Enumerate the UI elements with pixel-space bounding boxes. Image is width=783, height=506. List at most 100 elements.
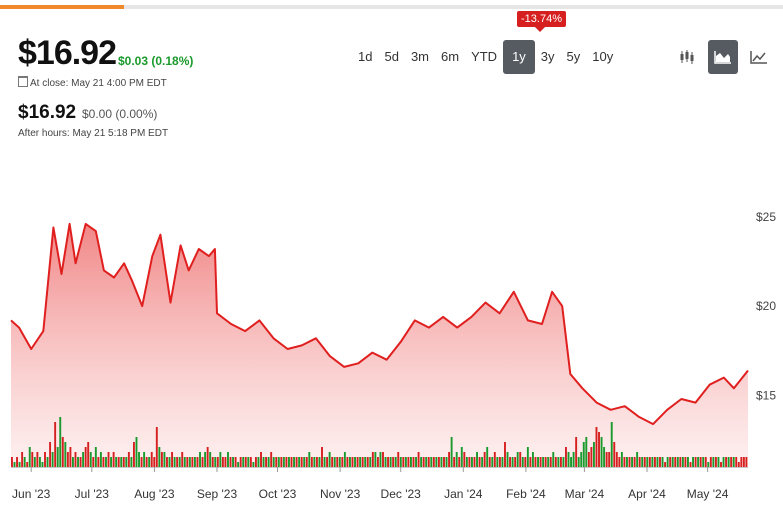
volume-bar bbox=[417, 452, 420, 467]
volume-bar bbox=[463, 452, 466, 467]
volume-bar bbox=[89, 452, 92, 467]
after-hours-price: $16.92 bbox=[18, 102, 77, 123]
range-button-5y[interactable]: 5y bbox=[566, 49, 581, 64]
volume-bar bbox=[361, 457, 364, 467]
volume-bar bbox=[354, 457, 356, 467]
volume-bar bbox=[470, 457, 473, 467]
volume-bar bbox=[166, 457, 168, 467]
volume-bar bbox=[359, 457, 362, 467]
volume-bar bbox=[125, 457, 128, 467]
volume-bar bbox=[509, 457, 512, 467]
volume-bar bbox=[315, 457, 318, 467]
volume-bar bbox=[33, 457, 36, 467]
volume-bar bbox=[412, 457, 415, 467]
volume-bar bbox=[158, 447, 161, 467]
volume-bar bbox=[234, 457, 237, 467]
volume-bar bbox=[300, 457, 303, 467]
volume-bar bbox=[21, 452, 24, 467]
volume-bar bbox=[704, 457, 707, 467]
range-button-3m[interactable]: 3m bbox=[410, 49, 429, 64]
volume-bar bbox=[71, 457, 74, 467]
volume-bar bbox=[600, 437, 603, 467]
volume-bar bbox=[437, 457, 440, 467]
range-button-1y[interactable]: 1y bbox=[503, 40, 535, 74]
volume-bar bbox=[46, 457, 49, 467]
volume-bar bbox=[61, 437, 64, 467]
y-tick-label: $15 bbox=[756, 389, 776, 403]
volume-bar bbox=[702, 457, 705, 467]
after-hours-time: After hours: May 21 5:18 PM EDT bbox=[18, 128, 169, 139]
candlestick-icon[interactable] bbox=[672, 40, 702, 74]
volume-bar bbox=[615, 452, 618, 467]
volume-bar bbox=[742, 457, 745, 467]
volume-bar bbox=[504, 442, 506, 467]
volume-bar bbox=[514, 457, 517, 467]
volume-bar bbox=[565, 447, 567, 467]
volume-bar bbox=[221, 457, 224, 467]
volume-bar bbox=[79, 457, 82, 467]
volume-bar bbox=[722, 457, 725, 467]
volume-bar bbox=[493, 452, 496, 467]
range-button-10y[interactable]: 10y bbox=[592, 49, 614, 64]
volume-bar bbox=[720, 462, 722, 467]
volume-bar bbox=[709, 457, 712, 467]
x-tick-label: Dec '23 bbox=[381, 487, 422, 501]
volume-bar bbox=[168, 457, 171, 467]
volume-bar bbox=[331, 457, 334, 467]
range-button-3y[interactable]: 3y bbox=[540, 49, 555, 64]
volume-bar bbox=[653, 457, 656, 467]
volume-bar bbox=[323, 457, 326, 467]
volume-bar bbox=[138, 452, 140, 467]
range-button-1d[interactable]: 1d bbox=[358, 49, 373, 64]
volume-bar bbox=[595, 427, 598, 467]
volume-bar bbox=[186, 457, 189, 467]
volume-bar bbox=[737, 462, 740, 467]
volume-bar bbox=[87, 442, 90, 467]
volume-bar bbox=[11, 457, 13, 467]
volume-bar bbox=[407, 457, 410, 467]
range-button-5d[interactable]: 5d bbox=[384, 49, 399, 64]
volume-bar bbox=[310, 457, 313, 467]
volume-bar bbox=[402, 457, 405, 467]
volume-bar bbox=[643, 457, 646, 467]
x-tick-label: Apr '24 bbox=[628, 487, 666, 501]
volume-bar bbox=[430, 457, 433, 467]
volume-bar bbox=[526, 447, 529, 467]
volume-bar bbox=[392, 457, 395, 467]
volume-bar bbox=[440, 457, 443, 467]
volume-bar bbox=[549, 457, 552, 467]
volume-bar bbox=[28, 447, 31, 467]
volume-bar bbox=[506, 452, 509, 467]
volume-bar bbox=[66, 452, 69, 467]
volume-bar bbox=[326, 457, 329, 467]
volume-bar bbox=[54, 422, 57, 467]
volume-bar bbox=[694, 457, 697, 467]
volume-bar bbox=[127, 452, 130, 467]
volume-bar bbox=[486, 447, 489, 467]
area-icon[interactable] bbox=[708, 40, 738, 74]
volume-bar bbox=[135, 437, 138, 467]
volume-bar bbox=[110, 457, 113, 467]
volume-bar bbox=[603, 447, 606, 467]
volume-bar bbox=[468, 457, 471, 467]
x-tick-label: May '24 bbox=[687, 487, 729, 501]
line-icon[interactable] bbox=[744, 40, 774, 74]
range-selector: 1d 5d 3m 6m YTD 1y 3y 5y 10y bbox=[352, 40, 619, 74]
range-button-6m[interactable]: 6m bbox=[441, 49, 460, 64]
volume-bar bbox=[676, 457, 679, 467]
volume-bar bbox=[605, 452, 608, 467]
price-area bbox=[11, 223, 748, 467]
volume-bar bbox=[427, 457, 430, 467]
range-button-ytd[interactable]: YTD bbox=[471, 49, 498, 64]
volume-bar bbox=[674, 457, 677, 467]
volume-bar bbox=[117, 457, 120, 467]
volume-bar bbox=[140, 457, 143, 467]
volume-bar bbox=[107, 452, 110, 467]
volume-bar bbox=[188, 457, 191, 467]
x-tick-label: Feb '24 bbox=[506, 487, 546, 501]
volume-bar bbox=[448, 452, 451, 467]
volume-bar bbox=[293, 457, 295, 467]
volume-bar bbox=[384, 457, 387, 467]
volume-bar bbox=[376, 457, 379, 467]
volume-bar bbox=[51, 452, 54, 467]
